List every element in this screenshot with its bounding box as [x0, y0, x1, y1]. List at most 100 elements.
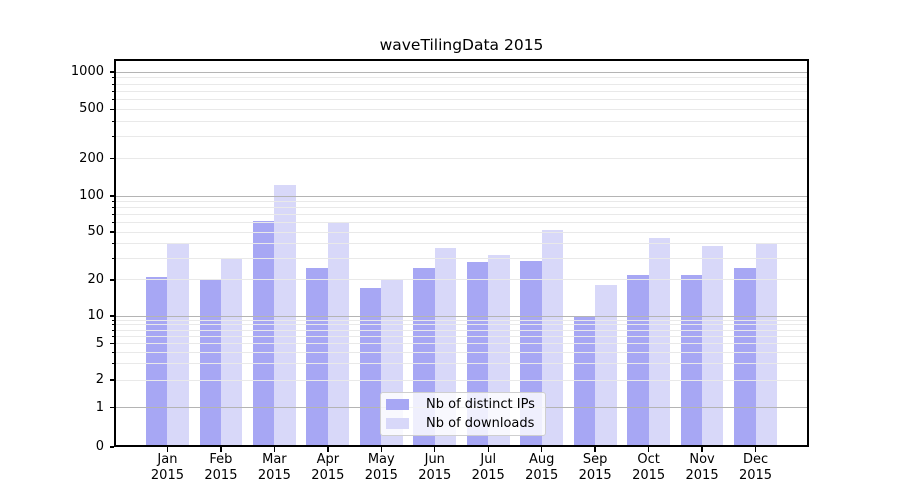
y-minor-tick-mark: [111, 77, 114, 79]
y-minor-tick-mark: [111, 363, 114, 365]
y-minor-tick-mark: [111, 158, 114, 160]
y-minor-tick-mark: [111, 83, 114, 85]
major-gridline: [114, 315, 809, 317]
x-tick-mark: [701, 447, 703, 452]
legend-swatch-ips: [386, 399, 409, 411]
minor-gridline: [114, 335, 809, 337]
x-tick-label: Jun 2015: [418, 452, 452, 483]
y-minor-tick-mark: [111, 279, 114, 281]
major-gridline: [114, 195, 809, 197]
y-minor-tick-mark: [111, 243, 114, 245]
y-tick-label: 1000: [70, 64, 104, 79]
minor-gridline: [114, 200, 809, 202]
x-tick-mark: [754, 447, 757, 452]
y-minor-tick-mark: [111, 351, 114, 353]
bar-apr-downloads: [327, 222, 350, 447]
minor-gridline: [114, 90, 809, 92]
x-tick-mark: [647, 447, 650, 452]
minor-gridline: [114, 258, 809, 260]
bar-may-ips: [359, 288, 382, 447]
y-minor-tick-mark: [111, 136, 114, 138]
y-tick-label: 200: [79, 150, 104, 166]
bar-dec-downloads: [755, 243, 777, 447]
minor-gridline: [114, 351, 809, 353]
x-tick-mark: [594, 447, 596, 452]
x-tick-mark: [487, 447, 489, 452]
y-minor-tick-mark: [111, 379, 114, 381]
bar-jan-downloads: [167, 243, 189, 447]
legend-label-ips: Nb of distinct IPs: [426, 397, 535, 413]
y-tick-label: 20: [87, 271, 104, 287]
bar-jan-ips: [146, 277, 168, 447]
y-tick-label: 50: [87, 224, 104, 240]
y-minor-tick-mark: [111, 319, 114, 321]
minor-gridline: [114, 99, 809, 100]
y-tick-label: 5: [95, 335, 104, 351]
y-tick-mark: [109, 407, 114, 409]
x-tick-label: Jan 2015: [150, 452, 184, 483]
y-tick-mark: [109, 315, 114, 317]
bar-nov-ips: [680, 274, 703, 447]
y-tick-label: 500: [79, 101, 104, 117]
axis-spine-left: [114, 59, 116, 447]
minor-gridline: [114, 222, 809, 224]
x-tick-label: Nov 2015: [685, 452, 719, 483]
legend-item-downloads: Nb of downloads: [386, 415, 545, 432]
x-tick-label: Mar 2015: [257, 452, 291, 483]
y-tick-mark: [109, 71, 114, 73]
bar-sep-downloads: [595, 285, 617, 447]
x-tick-label: May 2015: [364, 452, 398, 483]
axis-spine-right: [807, 59, 809, 447]
y-tick-label: 2: [95, 372, 104, 388]
minor-gridline: [114, 83, 809, 85]
y-minor-tick-mark: [111, 231, 114, 233]
bar-mar-ips: [252, 220, 275, 447]
x-tick-label: Dec 2015: [738, 452, 773, 483]
x-tick-label: Oct 2015: [632, 452, 666, 483]
y-minor-tick-mark: [111, 329, 114, 331]
minor-gridline: [114, 379, 809, 381]
minor-gridline: [114, 158, 809, 160]
y-minor-tick-mark: [111, 90, 114, 92]
x-tick-label: Jul 2015: [471, 452, 505, 483]
x-tick-mark: [380, 447, 382, 452]
minor-gridline: [114, 231, 809, 233]
y-minor-tick-mark: [111, 335, 114, 337]
minor-gridline: [114, 214, 809, 216]
y-minor-tick-mark: [111, 200, 114, 202]
x-tick-mark: [273, 447, 276, 452]
bar-feb-ips: [199, 279, 221, 447]
y-minor-tick-mark: [111, 324, 114, 326]
y-minor-tick-mark: [111, 207, 114, 209]
y-tick-label: 1: [95, 399, 104, 415]
x-tick-mark: [327, 447, 329, 452]
y-minor-tick-mark: [111, 258, 114, 260]
legend: Nb of distinct IPs Nb of downloads: [380, 392, 546, 436]
minor-gridline: [114, 279, 809, 281]
bar-oct-ips: [627, 274, 649, 447]
legend-label-downloads: Nb of downloads: [426, 415, 535, 431]
y-minor-tick-mark: [111, 108, 114, 110]
minor-gridline: [114, 343, 809, 345]
x-tick-mark: [434, 447, 436, 452]
legend-item-distinct-ips: Nb of distinct IPs: [386, 396, 545, 413]
y-tick-label: 0: [95, 439, 104, 454]
bar-dec-ips: [734, 268, 756, 447]
x-tick-label: Aug 2015: [525, 452, 559, 483]
x-tick-label: Feb 2015: [204, 452, 238, 483]
y-tick-mark: [109, 195, 114, 197]
axis-spine-top: [114, 59, 809, 61]
axis-spine-bottom: [114, 445, 809, 447]
bar-aug-downloads: [541, 230, 564, 447]
legend-swatch-downloads: [386, 417, 409, 429]
bar-apr-ips: [306, 268, 328, 447]
minor-gridline: [114, 108, 809, 110]
x-tick-label: Sep 2015: [578, 452, 612, 483]
y-minor-tick-mark: [111, 343, 114, 345]
y-minor-tick-mark: [111, 214, 114, 216]
minor-gridline: [114, 207, 809, 209]
y-minor-tick-mark: [111, 99, 114, 100]
bar-nov-downloads: [702, 246, 724, 447]
y-minor-tick-mark: [111, 222, 114, 224]
